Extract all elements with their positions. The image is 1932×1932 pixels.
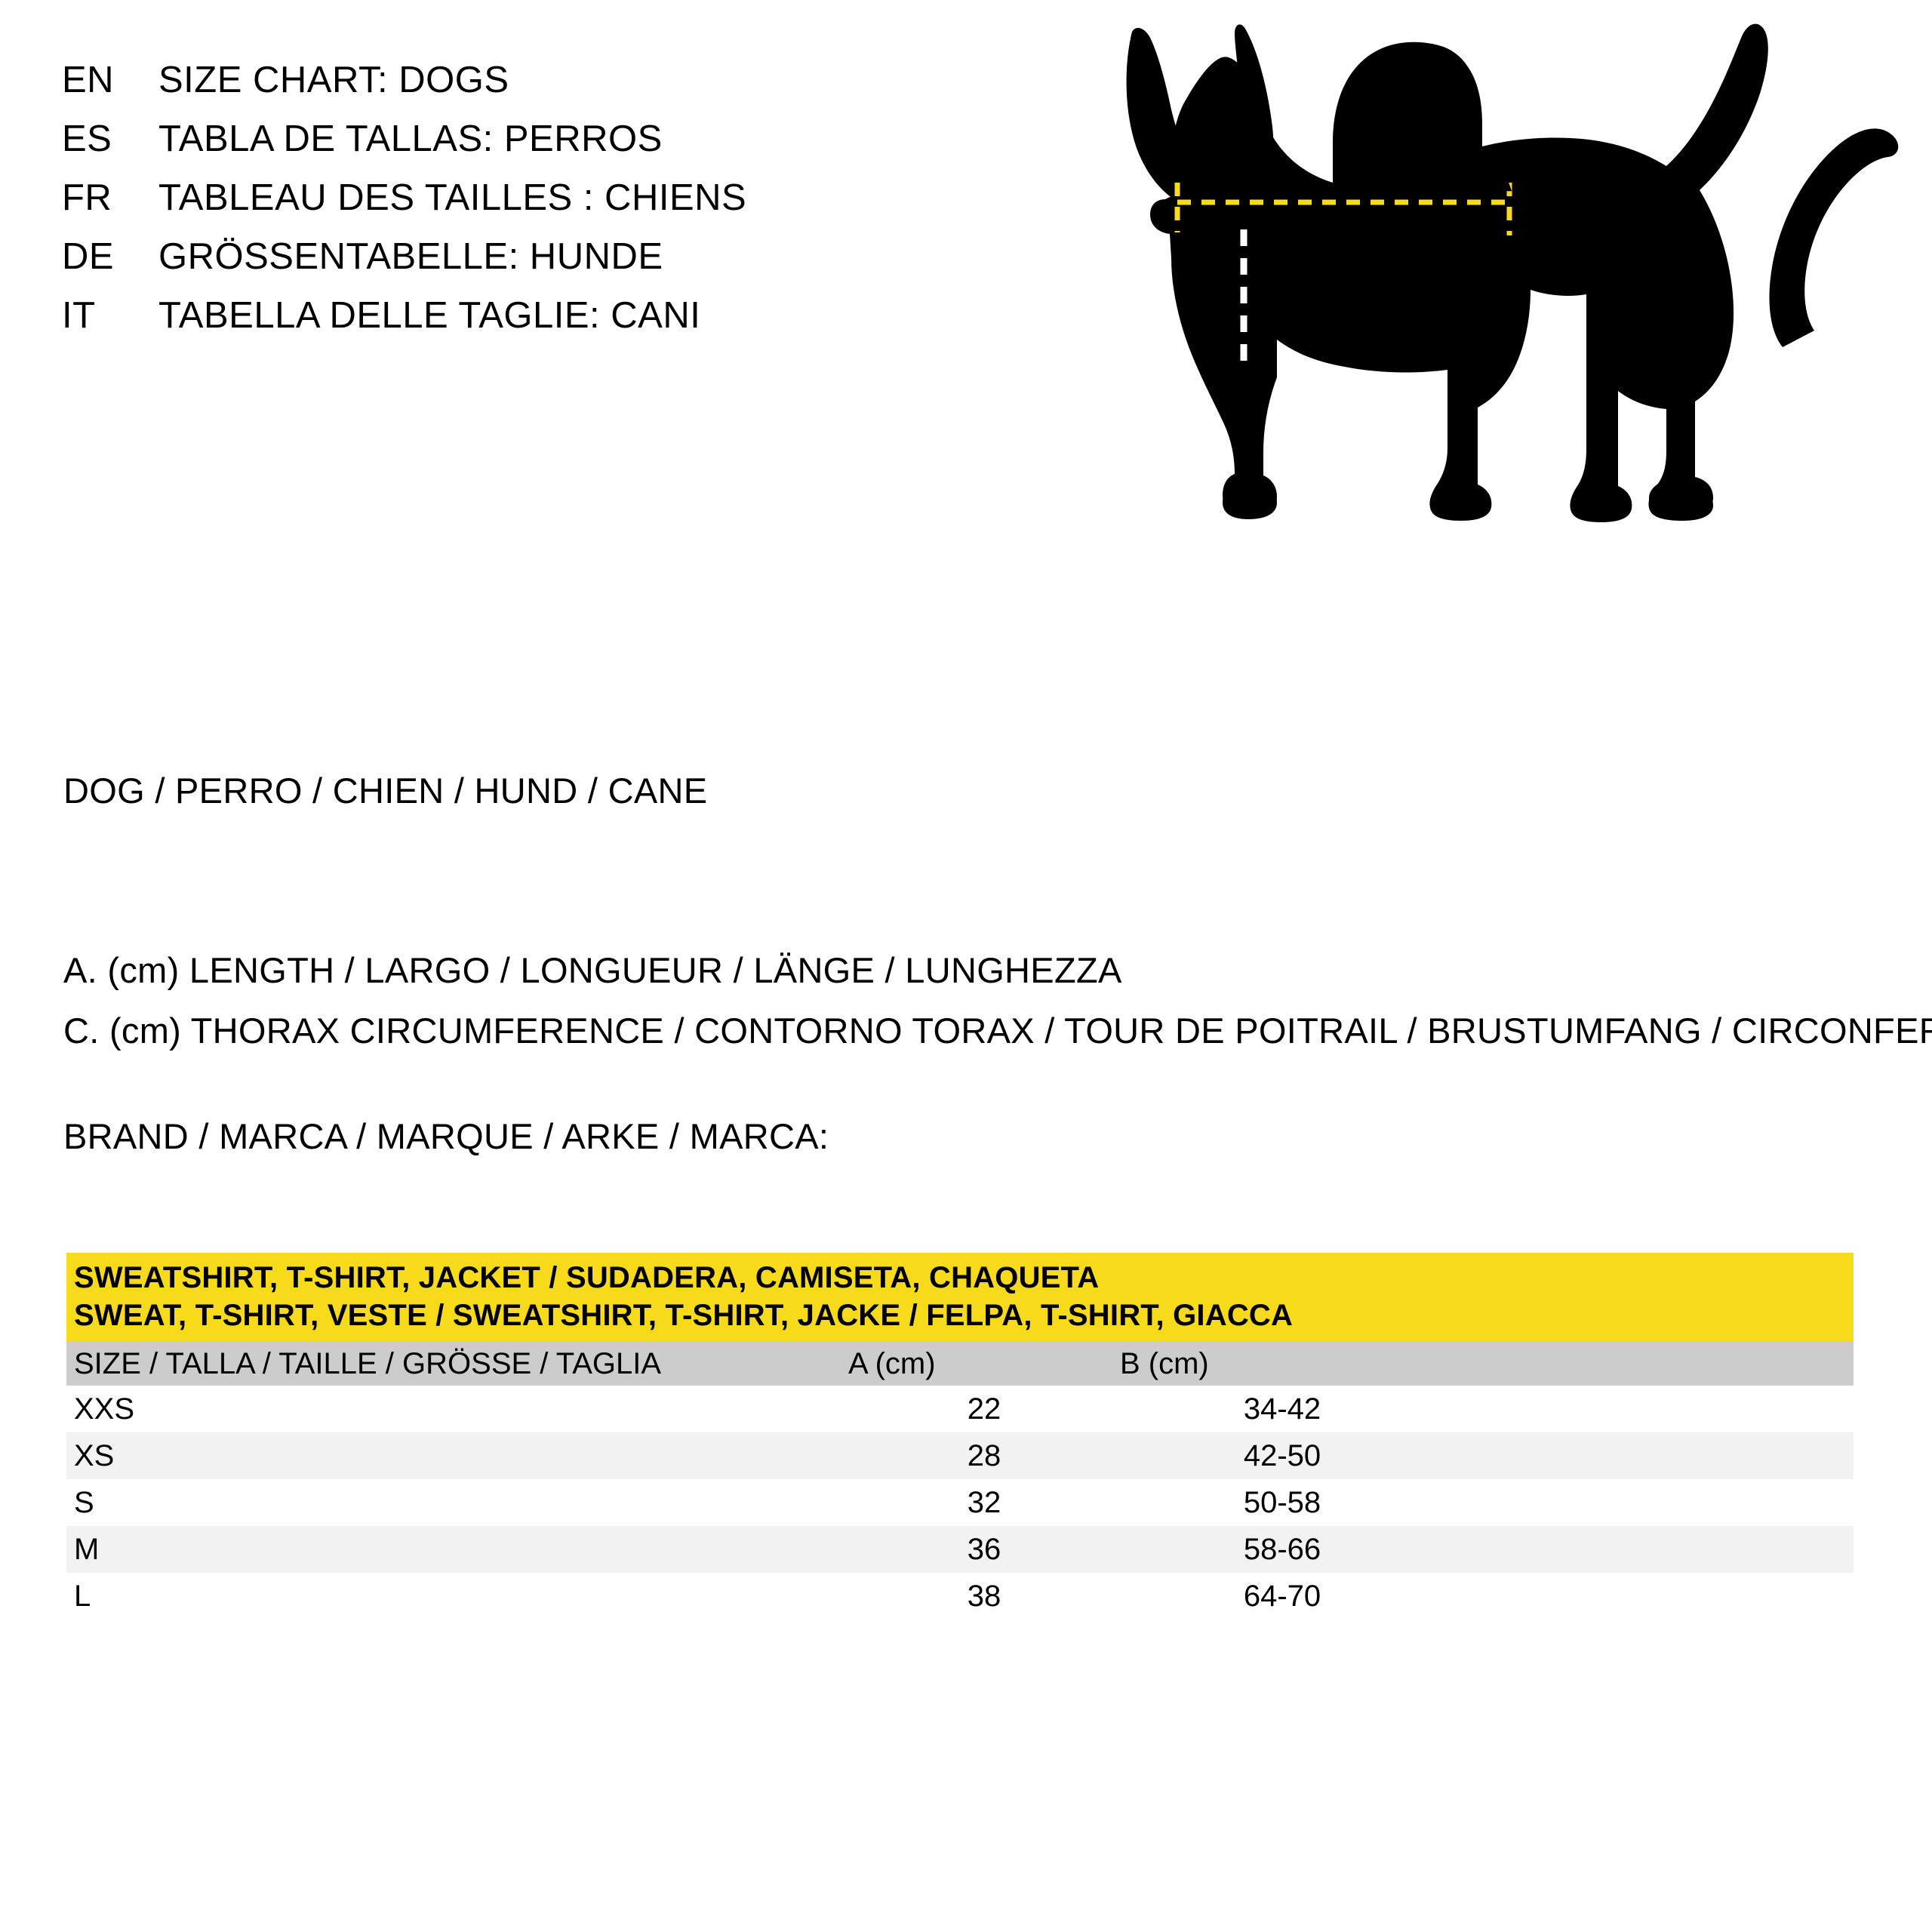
dog-body-icon [1126, 23, 1899, 523]
language-row-fr: FR TABLEAU DES TAILLES : CHIENS [62, 177, 1005, 235]
measure-a-label: A [1484, 156, 1513, 200]
cell-size: L [74, 1579, 91, 1613]
language-title: TABLEAU DES TAILLES : CHIENS [158, 177, 747, 218]
size-table: SWEATSHIRT, T-SHIRT, JACKET / SUDADERA, … [66, 1253, 1854, 1620]
language-title-block: EN SIZE CHART: DOGS ES TABLA DE TALLAS: … [62, 59, 1005, 353]
banner-line-2: SWEAT, T-SHIRT, VESTE / SWEATSHIRT, T-SH… [74, 1299, 1294, 1332]
language-row-it: IT TABELLA DELLE TAGLIE: CANI [62, 294, 1005, 353]
measurement-c-description: C. (cm) THORAX CIRCUMFERENCE / CONTORNO … [63, 1011, 1932, 1051]
table-row: XS 28 42-50 [66, 1432, 1854, 1479]
language-code: DE [62, 236, 115, 277]
dog-species-caption: DOG / PERRO / CHIEN / HUND / CANE [63, 771, 708, 811]
language-title: TABLA DE TALLAS: PERROS [158, 118, 663, 159]
cell-a: 22 [967, 1392, 1001, 1426]
language-code: FR [62, 177, 112, 218]
language-title: SIZE CHART: DOGS [158, 60, 509, 100]
cell-a: 28 [967, 1438, 1001, 1472]
measure-a-marker [1174, 183, 1512, 235]
language-title: TABELLA DELLE TAGLIE: CANI [158, 295, 701, 336]
language-code: ES [62, 118, 112, 159]
measurement-a-description: A. (cm) LENGTH / LARGO / LONGUEUR / LÄNG… [63, 950, 1122, 990]
cell-b: 64-70 [1243, 1579, 1321, 1613]
language-code: EN [62, 60, 115, 100]
table-row: M 36 58-66 [66, 1526, 1854, 1573]
language-code: IT [62, 295, 96, 336]
measure-b-label: B [1235, 365, 1263, 408]
cell-size: M [74, 1532, 100, 1566]
language-row-es: ES TABLA DE TALLAS: PERROS [62, 118, 1005, 177]
language-row-de: DE GRÖSSENTABELLE: HUNDE [62, 235, 1005, 294]
table-header-row: SIZE / TALLA / TAILLE / GRÖSSE / TAGLIA … [66, 1342, 1854, 1386]
size-table-banner: SWEATSHIRT, T-SHIRT, JACKET / SUDADERA, … [66, 1253, 1854, 1342]
cell-b: 50-58 [1243, 1485, 1321, 1519]
cell-a: 32 [967, 1485, 1001, 1519]
cell-b: 34-42 [1243, 1392, 1321, 1426]
table-row: S 32 50-58 [66, 1479, 1854, 1526]
cell-size: S [74, 1485, 94, 1519]
dog-silhouette-figure: A B [1087, 15, 1924, 536]
cell-a: 36 [967, 1532, 1001, 1566]
column-header-size: SIZE / TALLA / TAILLE / GRÖSSE / TAGLIA [74, 1346, 662, 1380]
table-row: XXS 22 34-42 [66, 1386, 1854, 1432]
table-row: L 38 64-70 [66, 1573, 1854, 1620]
language-title: GRÖSSENTABELLE: HUNDE [158, 236, 663, 277]
column-header-b: B (cm) [1120, 1346, 1209, 1380]
cell-size: XS [74, 1438, 115, 1472]
cell-a: 38 [967, 1579, 1001, 1613]
cell-b: 58-66 [1243, 1532, 1321, 1566]
cell-size: XXS [74, 1392, 135, 1426]
language-row-en: EN SIZE CHART: DOGS [62, 59, 1005, 118]
cell-b: 42-50 [1243, 1438, 1321, 1472]
brand-label: BRAND / MARCA / MARQUE / ARKE / MARCA: [63, 1116, 829, 1156]
banner-line-1: SWEATSHIRT, T-SHIRT, JACKET / SUDADERA, … [74, 1261, 1100, 1294]
column-header-a: A (cm) [848, 1346, 936, 1380]
